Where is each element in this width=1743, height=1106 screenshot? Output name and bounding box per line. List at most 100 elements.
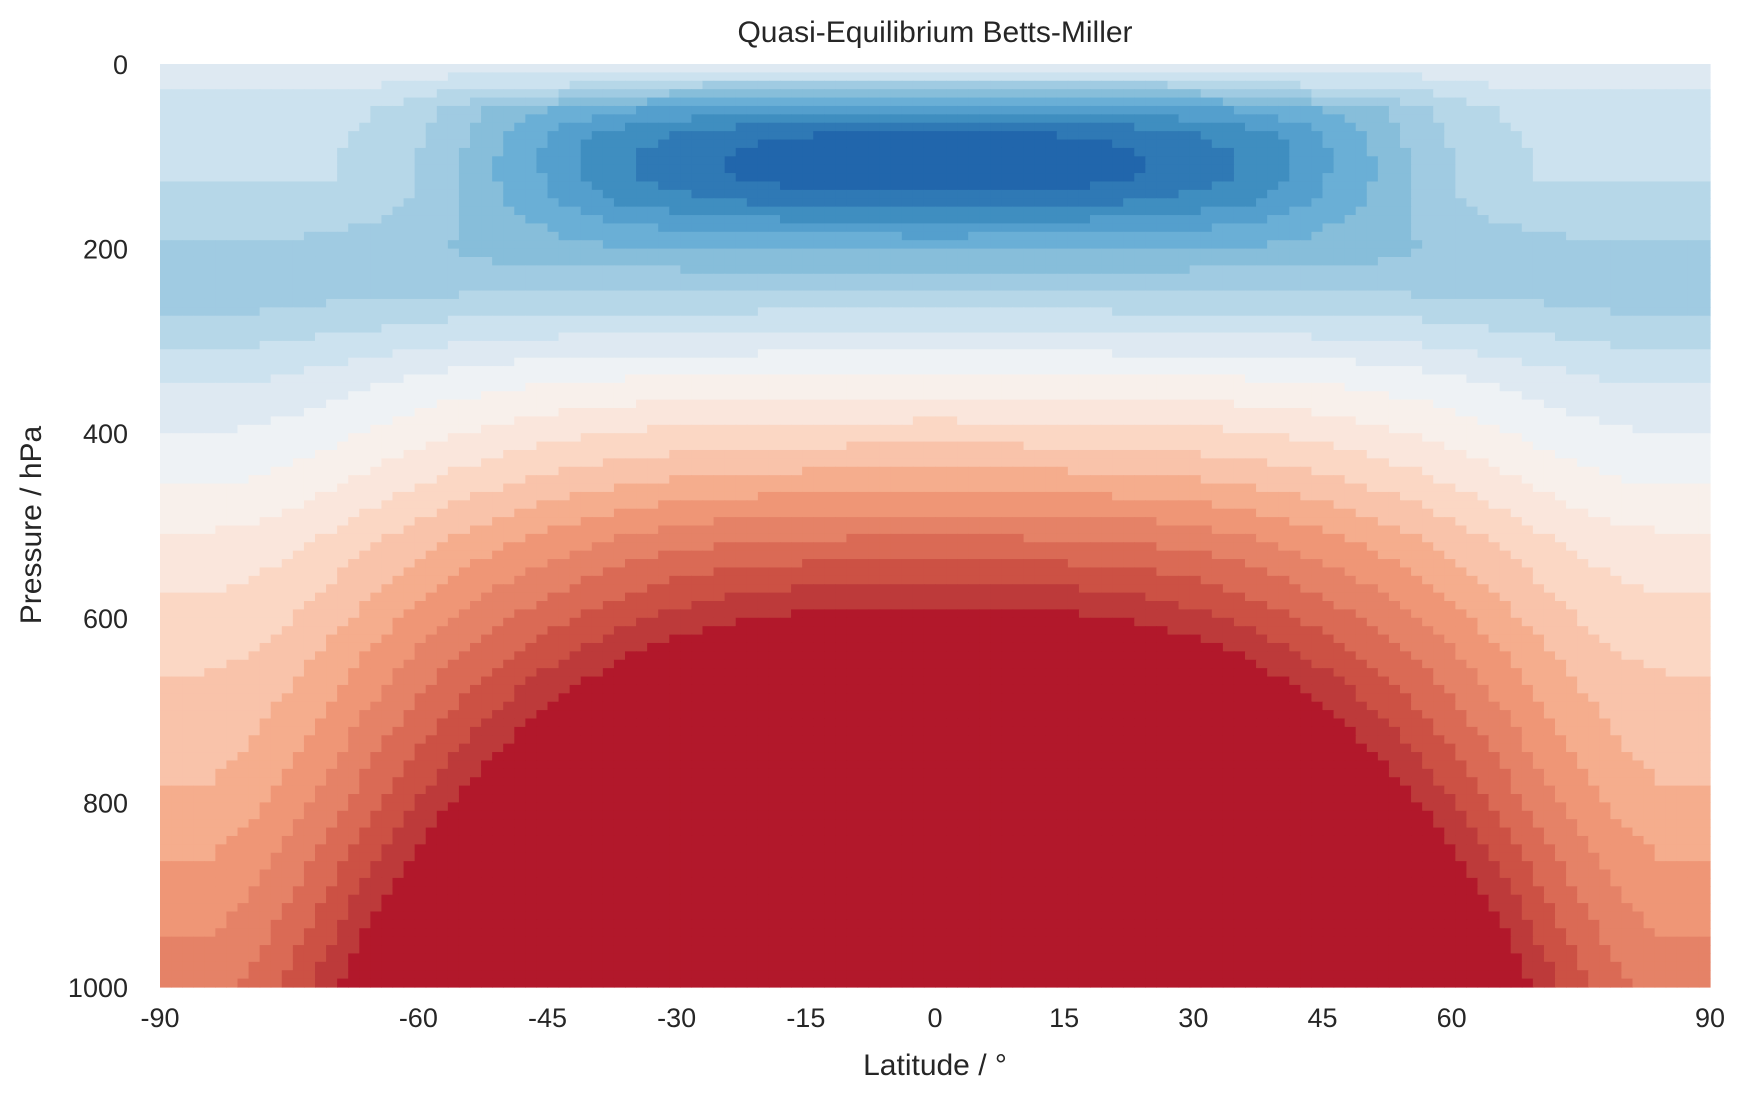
contour-cell (835, 98, 847, 107)
contour-cell (725, 215, 737, 224)
contour-cell (1245, 81, 1257, 90)
contour-cell (1145, 316, 1157, 325)
contour-cell (470, 282, 482, 291)
contour-cell (1145, 173, 1157, 182)
contour-cell (1311, 131, 1323, 140)
contour-cell (503, 307, 515, 316)
contour-cell (1212, 140, 1224, 149)
contour-cell (1455, 307, 1467, 316)
contour-cell (559, 140, 571, 149)
contour-cell (835, 215, 847, 224)
contour-cell (1145, 257, 1157, 266)
contour-cell (769, 165, 781, 174)
contour-cell (437, 249, 449, 258)
contour-cell (1610, 140, 1622, 149)
contour-cell (226, 291, 238, 300)
contour-cell (1389, 257, 1401, 266)
contour-cell (1289, 156, 1301, 165)
contour-cell (1688, 81, 1700, 90)
contour-cell (1566, 198, 1578, 207)
contour-cell (946, 140, 958, 149)
contour-cell (415, 240, 427, 249)
contour-cell (1422, 81, 1434, 90)
contour-cell (359, 291, 371, 300)
contour-cell (1433, 140, 1445, 149)
contour-cell (1400, 257, 1412, 266)
contour-cell (1688, 299, 1700, 308)
contour-cell (1533, 257, 1545, 266)
contour-cell (581, 123, 593, 132)
contour-cell (238, 324, 250, 333)
contour-cell (1577, 72, 1589, 81)
contour-cell (1123, 148, 1135, 157)
contour-cell (747, 299, 759, 308)
contour-cell (536, 324, 548, 333)
contour-cell (1323, 198, 1335, 207)
contour-cell (725, 307, 737, 316)
contour-cell (1378, 89, 1390, 98)
contour-cell (636, 190, 648, 199)
contour-cell (1489, 198, 1501, 207)
contour-cell (1079, 349, 1091, 358)
contour-cell (238, 106, 250, 115)
contour-cell (1422, 106, 1434, 115)
contour-cell (426, 307, 438, 316)
contour-cell (359, 215, 371, 224)
contour-cell (1444, 299, 1456, 308)
contour-cell (769, 358, 781, 367)
contour-cell (968, 89, 980, 98)
contour-cell (1256, 333, 1268, 342)
contour-cell (448, 265, 460, 274)
contour-cell (1234, 307, 1246, 316)
contour-cell (1024, 89, 1036, 98)
contour-cell (747, 131, 759, 140)
contour-cell (1079, 207, 1091, 216)
contour-cell (1035, 358, 1047, 367)
contour-cell (1311, 249, 1323, 258)
contour-cell (1666, 274, 1678, 283)
contour-cell (1455, 274, 1467, 283)
contour-cell (1300, 89, 1312, 98)
contour-cell (1566, 123, 1578, 132)
contour-cell (282, 98, 294, 107)
contour-cell (1311, 232, 1323, 241)
contour-cell (1234, 165, 1246, 174)
contour-cell (736, 282, 748, 291)
contour-cell (1212, 316, 1224, 325)
contour-cell (1422, 123, 1434, 132)
contour-cell (1455, 198, 1467, 207)
contour-cell (271, 358, 283, 367)
contour-cell (1688, 291, 1700, 300)
contour-cell (1090, 64, 1102, 73)
contour-cell (1633, 131, 1645, 140)
contour-cell (1334, 333, 1346, 342)
contour-cell (1013, 307, 1025, 316)
contour-cell (902, 156, 914, 165)
contour-cell (315, 265, 327, 274)
contour-cell (1500, 307, 1512, 316)
contour-cell (1610, 341, 1622, 350)
contour-cell (658, 257, 670, 266)
contour-cell (1544, 181, 1556, 190)
contour-cell (1577, 106, 1589, 115)
contour-cell (714, 257, 726, 266)
contour-cell (1311, 140, 1323, 149)
contour-cell (171, 165, 183, 174)
contour-cell (249, 156, 261, 165)
contour-cell (1633, 114, 1645, 123)
contour-cell (1433, 307, 1445, 316)
contour-cell (1068, 257, 1080, 266)
contour-cell (1223, 291, 1235, 300)
contour-cell (348, 72, 360, 81)
contour-cell (1278, 341, 1290, 350)
contour-cell (1466, 140, 1478, 149)
contour-cell (160, 106, 172, 115)
contour-cell (1500, 316, 1512, 325)
contour-cell (1666, 232, 1678, 241)
contour-cell (1500, 240, 1512, 249)
contour-cell (326, 316, 338, 325)
contour-cell (426, 316, 438, 325)
contour-cell (846, 207, 858, 216)
contour-cell (293, 198, 305, 207)
contour-cell (1511, 198, 1523, 207)
